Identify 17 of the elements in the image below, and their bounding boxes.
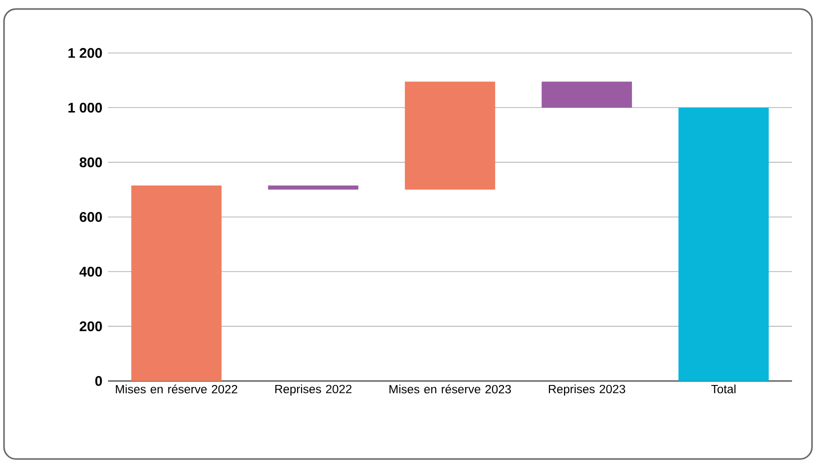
y-tick-label: 1 000 (68, 102, 102, 113)
bar (404, 82, 496, 190)
bar (131, 186, 222, 381)
y-tick-label: 1 200 (68, 48, 102, 58)
x-tick-label: Reprises 2022 (275, 384, 352, 396)
y-tick-label: 600 (80, 212, 102, 222)
bar (268, 186, 358, 190)
y-tick-label: 400 (79, 266, 102, 277)
x-tick-label: Total (711, 384, 736, 394)
x-tick-label: Mises en réserve 2022 (116, 384, 238, 394)
y-tick-label: 800 (80, 157, 102, 168)
y-tick-label: 0 (95, 376, 102, 386)
x-tick-label: Mises en réserve 2023 (390, 384, 511, 394)
bar (542, 82, 632, 108)
y-tick-label: 200 (80, 321, 102, 332)
x-tick-label: Reprises 2023 (548, 384, 626, 396)
bar (678, 108, 769, 381)
